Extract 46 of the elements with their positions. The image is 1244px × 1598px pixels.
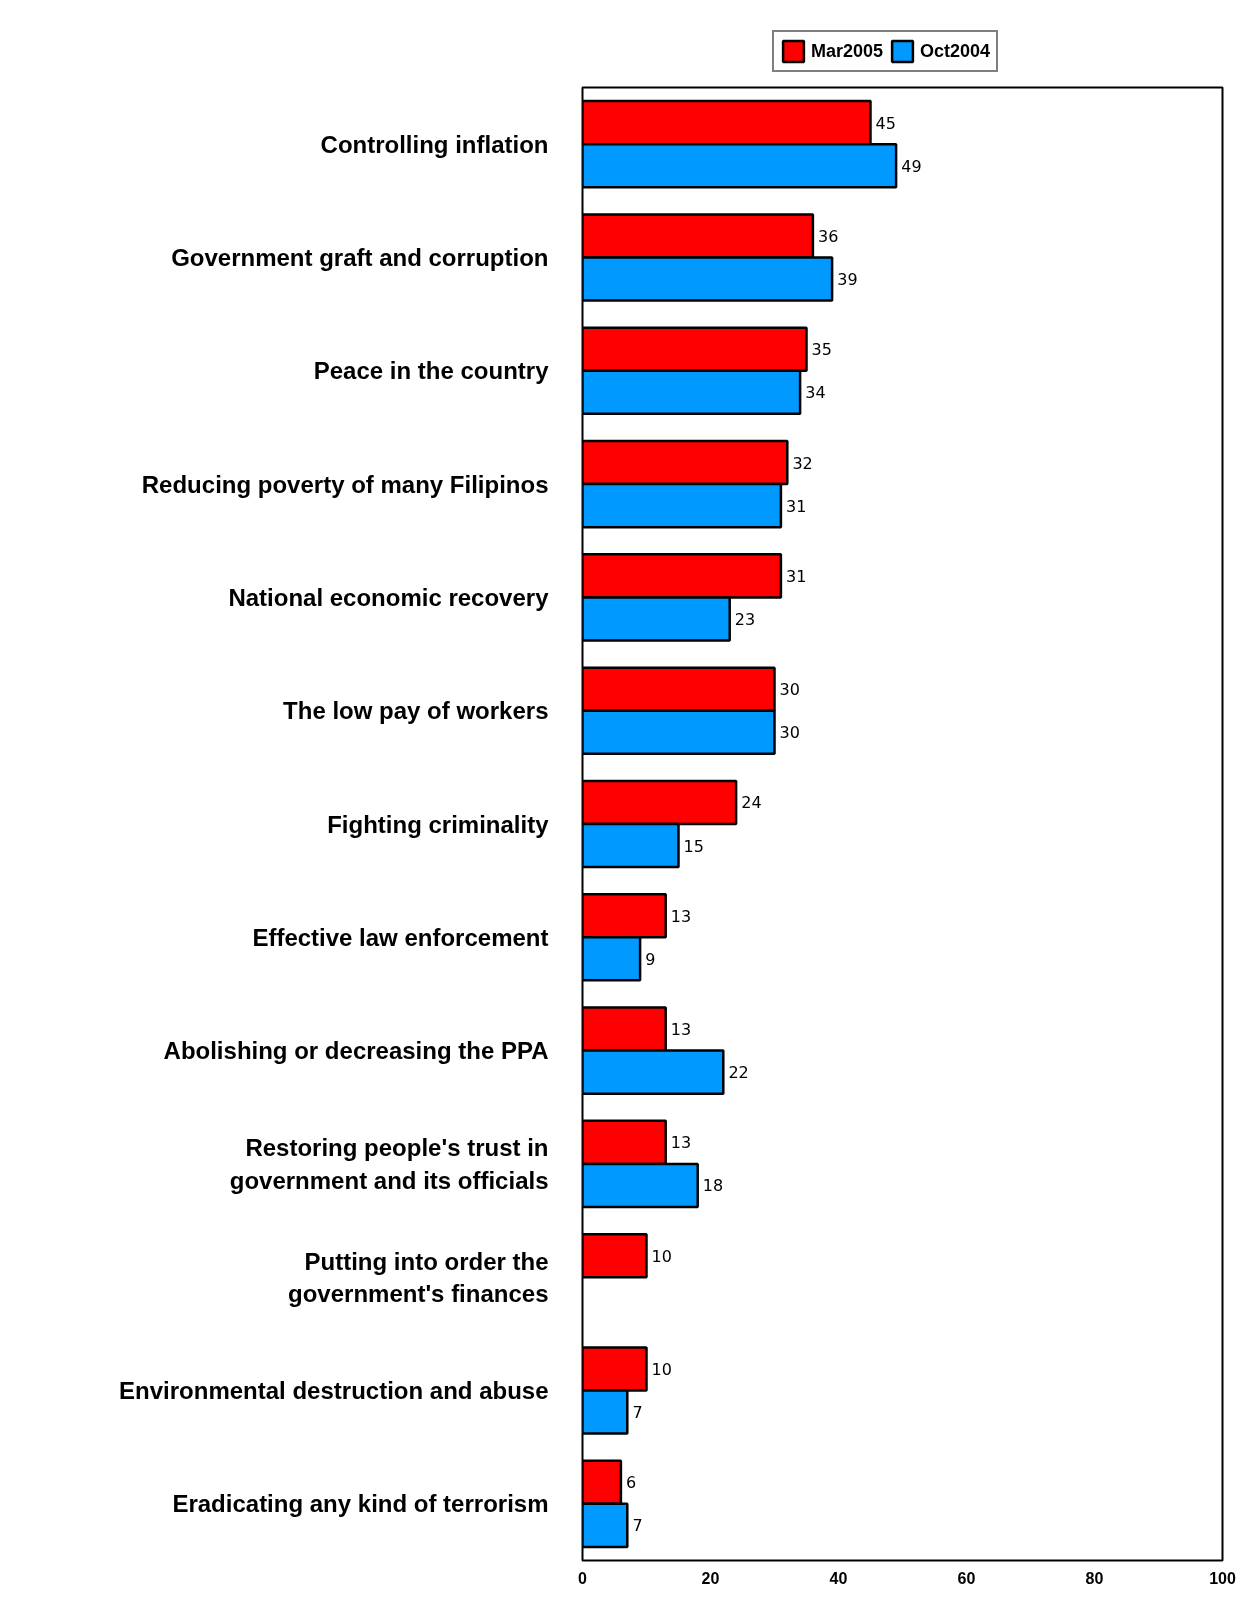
data-label: 10 — [651, 1360, 672, 1380]
data-label: 30 — [779, 723, 800, 743]
y-tick-label: Eradicating any kind of terrorism — [172, 1490, 549, 1518]
data-label: 35 — [811, 340, 832, 360]
data-label: 15 — [683, 836, 704, 856]
y-tick-label: Effective law enforcement — [252, 923, 549, 951]
data-label: 10 — [651, 1246, 672, 1266]
data-label: 13 — [670, 906, 692, 926]
data-label: 36 — [818, 226, 839, 246]
data-label: 34 — [805, 383, 826, 403]
data-label: 13 — [670, 1133, 692, 1153]
y-tick-label: The low pay of workers — [283, 697, 549, 725]
x-tick-label: 40 — [829, 1569, 848, 1587]
data-label: 32 — [792, 453, 813, 473]
y-tick-label: Government graft and corruption — [171, 243, 549, 271]
data-label: 39 — [837, 269, 858, 289]
legend-label: Mar2005 — [811, 40, 884, 62]
y-tick-label: Peace in the country — [313, 357, 550, 385]
y-tick-label: National economic recovery — [228, 583, 550, 611]
data-label: 24 — [741, 793, 762, 813]
data-label: 31 — [786, 566, 807, 586]
data-label: 7 — [632, 1516, 643, 1536]
x-tick-label: 20 — [701, 1569, 720, 1587]
x-tick-label: 80 — [1085, 1569, 1104, 1587]
data-label: 7 — [632, 1403, 643, 1423]
data-label: 18 — [702, 1176, 724, 1196]
x-tick-label: 100 — [1209, 1569, 1236, 1587]
data-label: 45 — [875, 113, 896, 133]
y-tick-label: Environmental destruction and abuse — [119, 1377, 549, 1405]
y-tick-label: Restoring people's trust in government and its officials — [229, 1134, 549, 1194]
y-tick-label: Reducing poverty of many Filipinos — [141, 470, 549, 498]
y-tick-label: Putting into order the government's finances — [288, 1247, 549, 1307]
data-label: 31 — [786, 496, 807, 516]
data-label: 6 — [626, 1473, 637, 1493]
data-label: 13 — [670, 1020, 692, 1040]
data-label: 22 — [728, 1063, 749, 1083]
data-label: 30 — [779, 680, 800, 700]
y-tick-label: Fighting criminality — [327, 810, 550, 838]
y-tick-label: Controlling inflation — [320, 130, 549, 158]
legend-label: Oct2004 — [920, 40, 991, 62]
data-label: 23 — [734, 609, 756, 629]
data-label: 49 — [901, 156, 922, 176]
x-tick-label: 0 — [578, 1569, 588, 1587]
y-tick-label: Abolishing or decreasing the PPA — [163, 1037, 549, 1065]
x-tick-label: 60 — [957, 1569, 976, 1587]
data-label: 9 — [645, 949, 656, 969]
